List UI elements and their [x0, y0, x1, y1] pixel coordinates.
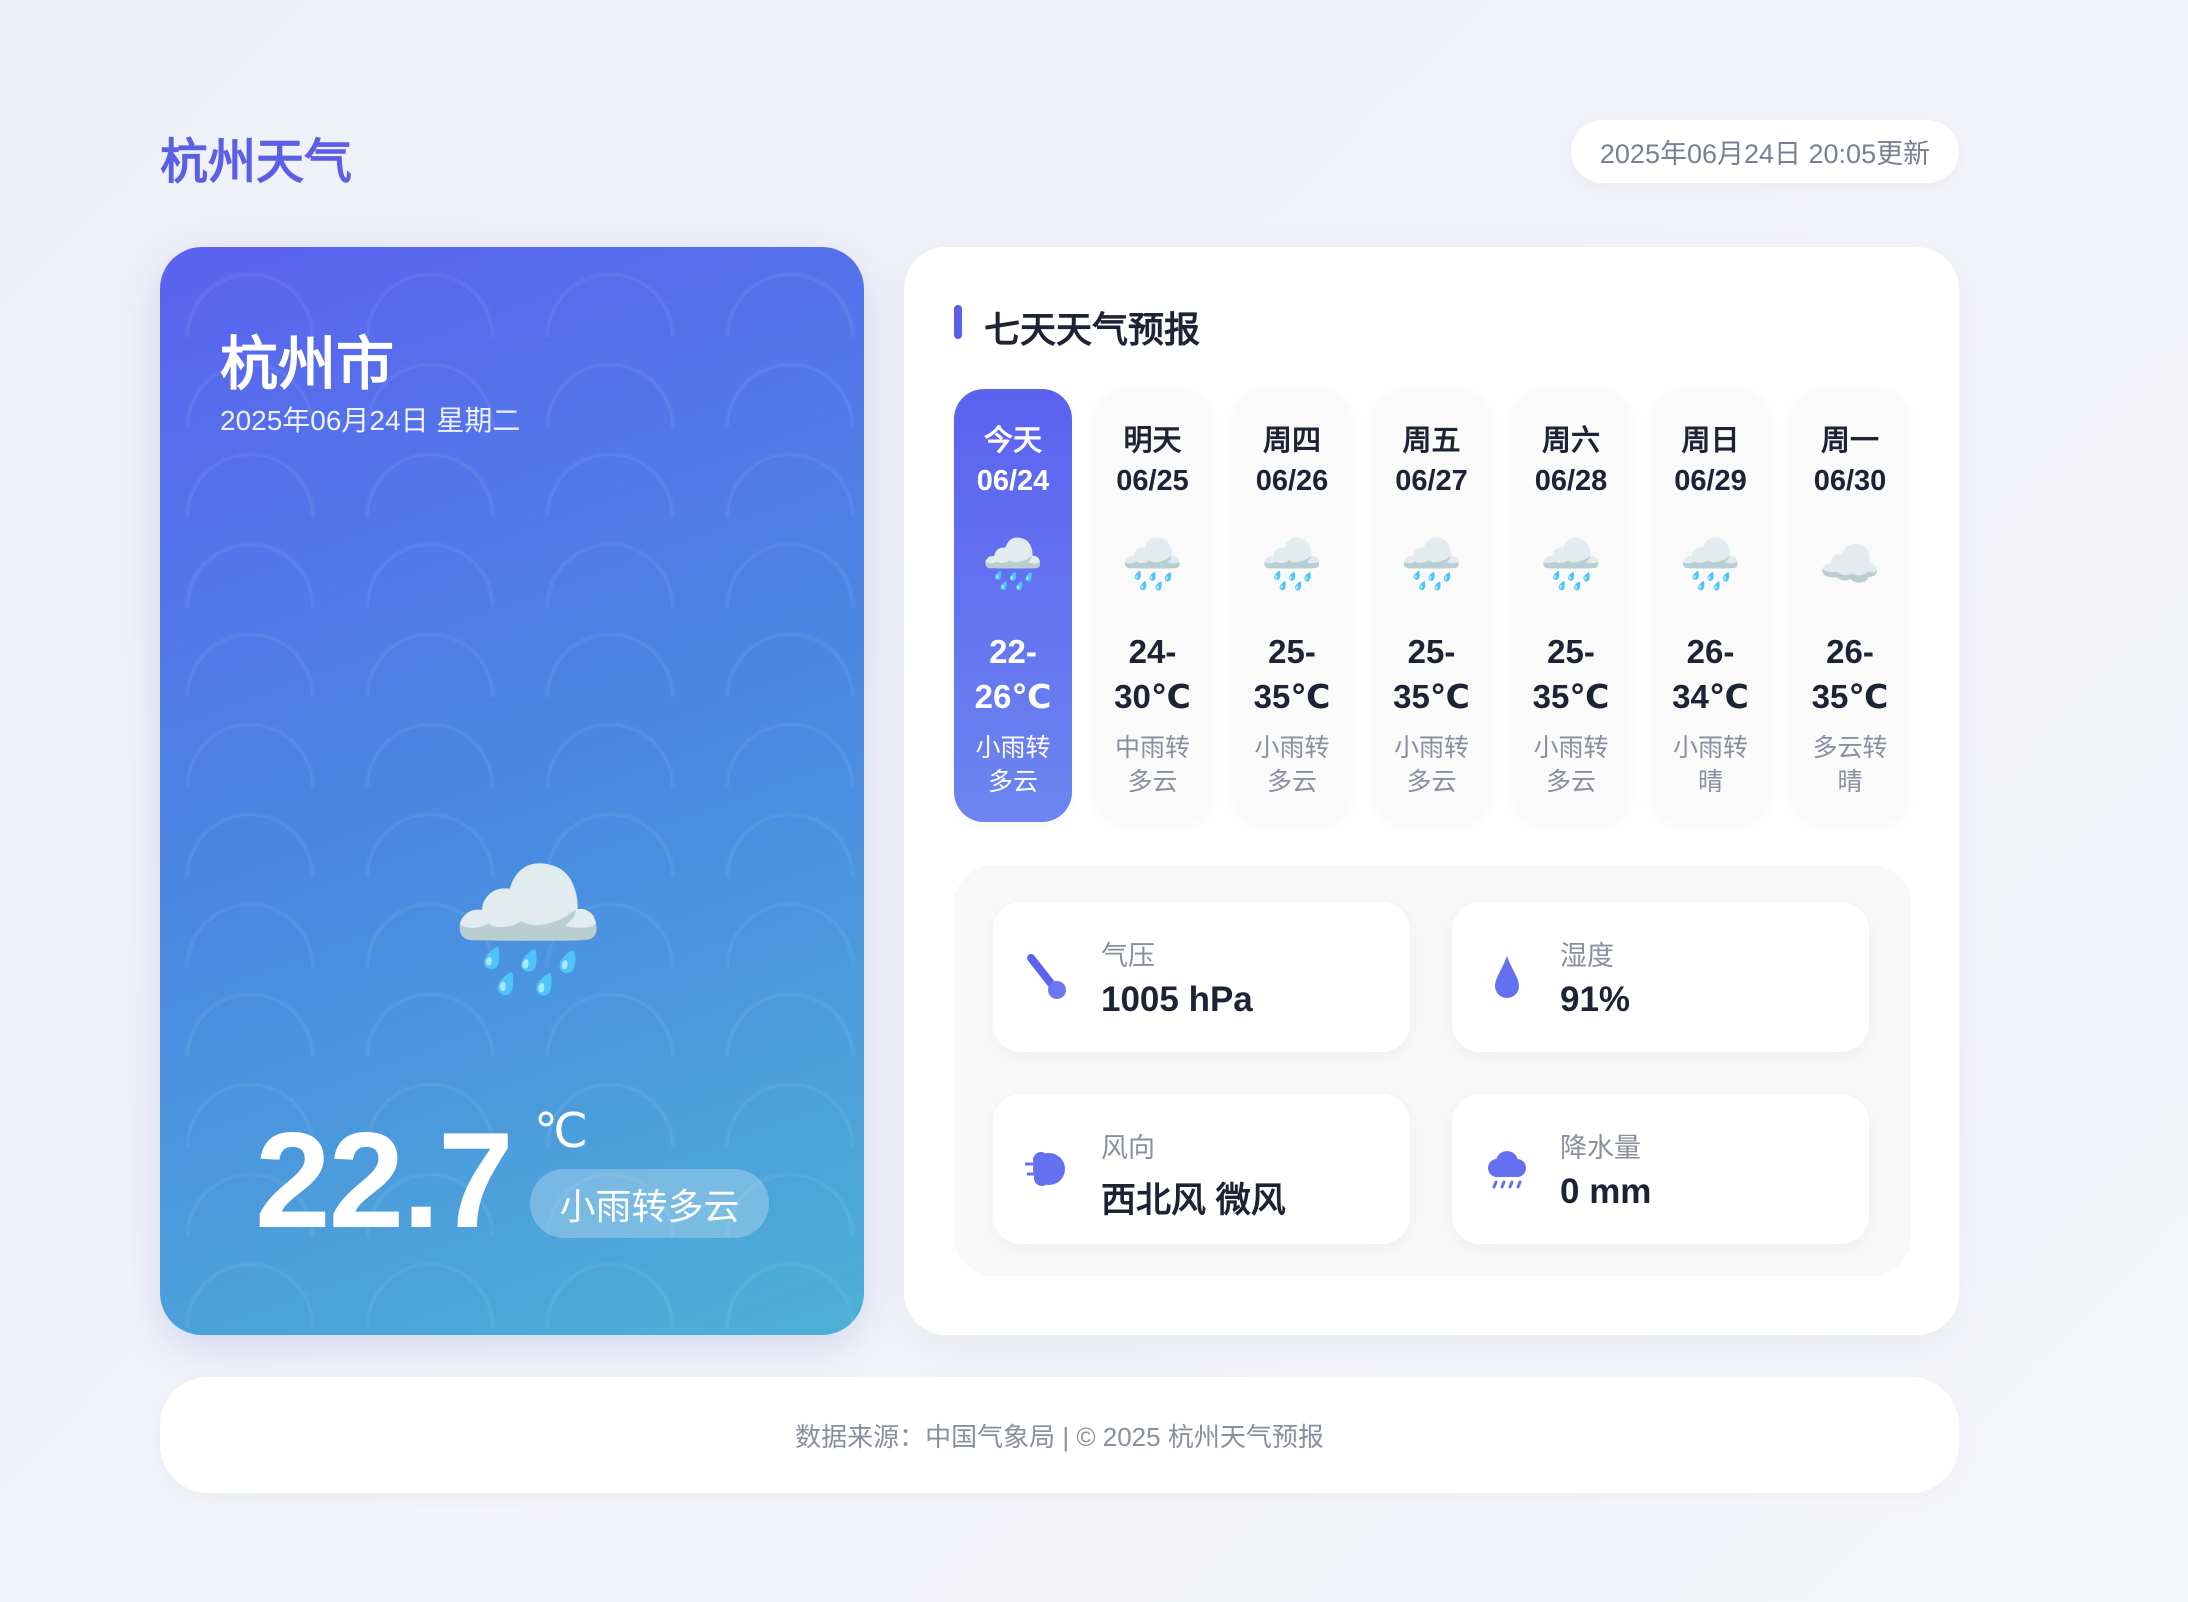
stat-precipitation: 降水量 0 mm — [1452, 1094, 1869, 1244]
rain-cloud-icon: 🌧️ — [981, 536, 1045, 592]
forecast-day[interactable]: 周六 06/28 🌧️ 25-35℃ 小雨转多云 — [1512, 389, 1630, 822]
forecast-day[interactable]: 今天 06/24 🌧️ 22-26℃ 小雨转多云 — [954, 389, 1072, 822]
stat-label: 降水量 — [1560, 1133, 1641, 1163]
temperature-unit: ℃ — [534, 1105, 588, 1158]
stat-label: 风向 — [1101, 1133, 1155, 1163]
forecast-day[interactable]: 周一 06/30 ☁️ 26-35℃ 多云转晴 — [1791, 389, 1909, 822]
stat-value: 西北风 微风 — [1101, 1181, 1286, 1220]
forecast-day[interactable]: 周日 06/29 🌧️ 26-34℃ 小雨转晴 — [1651, 389, 1770, 822]
stat-humidity: 湿度 91% — [1452, 902, 1869, 1052]
day-name: 周日 — [1681, 425, 1740, 457]
day-name: 周五 — [1402, 425, 1461, 457]
day-condition: 小雨转多云 — [1393, 734, 1469, 796]
stat-value: 91% — [1560, 980, 1631, 1019]
day-temp-range: 26-35℃ — [1811, 633, 1889, 715]
day-condition: 小雨转多云 — [975, 734, 1051, 796]
rain-cloud-icon: 🌧️ — [1260, 536, 1324, 592]
wave-pattern — [160, 247, 864, 1335]
day-condition: 小雨转晴 — [1672, 734, 1748, 796]
current-weather-card: 杭州市 2025年06月24日 星期二 🌧️ 22.7 ℃ 小雨转多云 — [160, 247, 864, 1335]
footer: 数据来源：中国气象局 | © 2025 杭州天气预报 — [160, 1377, 1959, 1493]
thermometer-icon — [1023, 952, 1073, 1002]
day-temp-range: 25-35℃ — [1532, 633, 1610, 715]
rain-cloud-icon — [1482, 1144, 1532, 1194]
day-temp-range: 22-26℃ — [974, 633, 1052, 715]
day-temp-range: 26-34℃ — [1672, 633, 1749, 715]
stat-pressure: 气压 1005 hPa — [993, 902, 1410, 1052]
day-date: 06/29 — [1674, 465, 1747, 497]
day-condition: 多云转晴 — [1812, 734, 1888, 796]
day-date: 06/26 — [1255, 465, 1329, 497]
forecast-day[interactable]: 周四 06/26 🌧️ 25-35℃ 小雨转多云 — [1233, 389, 1351, 822]
stat-value: 1005 hPa — [1101, 980, 1253, 1019]
wind-icon — [1023, 1144, 1073, 1194]
city-name: 杭州市 — [220, 332, 395, 397]
stat-label: 气压 — [1101, 941, 1155, 971]
current-date: 2025年06月24日 星期二 — [220, 405, 521, 436]
rain-cloud-icon: 🌧️ — [1679, 536, 1742, 592]
day-name: 周六 — [1541, 425, 1600, 457]
day-date: 06/27 — [1395, 465, 1468, 497]
day-condition: 中雨转多云 — [1114, 734, 1190, 796]
day-condition: 小雨转多云 — [1533, 734, 1609, 796]
rain-cloud-icon: 🌧️ — [1121, 536, 1184, 592]
rain-cloud-icon: 🌧️ — [450, 860, 606, 999]
forecast-card: 七天天气预报 今天 06/24 🌧️ 22-26℃ 小雨转多云 明天 06/25 … — [904, 247, 1959, 1335]
day-date: 06/28 — [1534, 465, 1608, 497]
day-date: 06/25 — [1116, 465, 1189, 497]
stat-label: 湿度 — [1560, 941, 1614, 971]
stat-wind: 风向 西北风 微风 — [993, 1094, 1410, 1244]
day-name: 今天 — [983, 425, 1042, 457]
condition-badge: 小雨转多云 — [530, 1169, 769, 1238]
day-date: 06/24 — [976, 465, 1050, 497]
day-name: 明天 — [1123, 425, 1182, 457]
day-temp-range: 25-35℃ — [1253, 633, 1331, 715]
forecast-title: 七天天气预报 — [984, 309, 1201, 350]
cloud-icon: ☁️ — [1818, 536, 1882, 592]
forecast-day[interactable]: 明天 06/25 🌧️ 24-30℃ 中雨转多云 — [1093, 389, 1212, 822]
day-condition: 小雨转多云 — [1254, 734, 1330, 796]
day-temp-range: 25-35℃ — [1393, 633, 1470, 715]
details-panel: 气压 1005 hPa 湿度 91% 风向 西北风 微风 降水量 0 mm — [954, 865, 1911, 1276]
rain-cloud-icon: 🌧️ — [1539, 536, 1603, 592]
day-name: 周一 — [1820, 425, 1879, 457]
day-temp-range: 24-30℃ — [1114, 633, 1191, 715]
app-title: 杭州天气 — [160, 136, 353, 189]
current-temperature: 22.7 — [255, 1104, 514, 1256]
update-time-badge: 2025年06月24日 20:05更新 — [1571, 120, 1959, 183]
day-name: 周四 — [1262, 425, 1321, 457]
forecast-day[interactable]: 周五 06/27 🌧️ 25-35℃ 小雨转多云 — [1372, 389, 1491, 822]
footer-text: 数据来源：中国气象局 | © 2025 杭州天气预报 — [795, 1421, 1324, 1452]
stat-value: 0 mm — [1560, 1172, 1652, 1211]
day-date: 06/30 — [1813, 465, 1887, 497]
rain-cloud-icon: 🌧️ — [1400, 536, 1463, 592]
title-accent-bar — [954, 305, 962, 339]
droplet-icon — [1482, 952, 1532, 1002]
